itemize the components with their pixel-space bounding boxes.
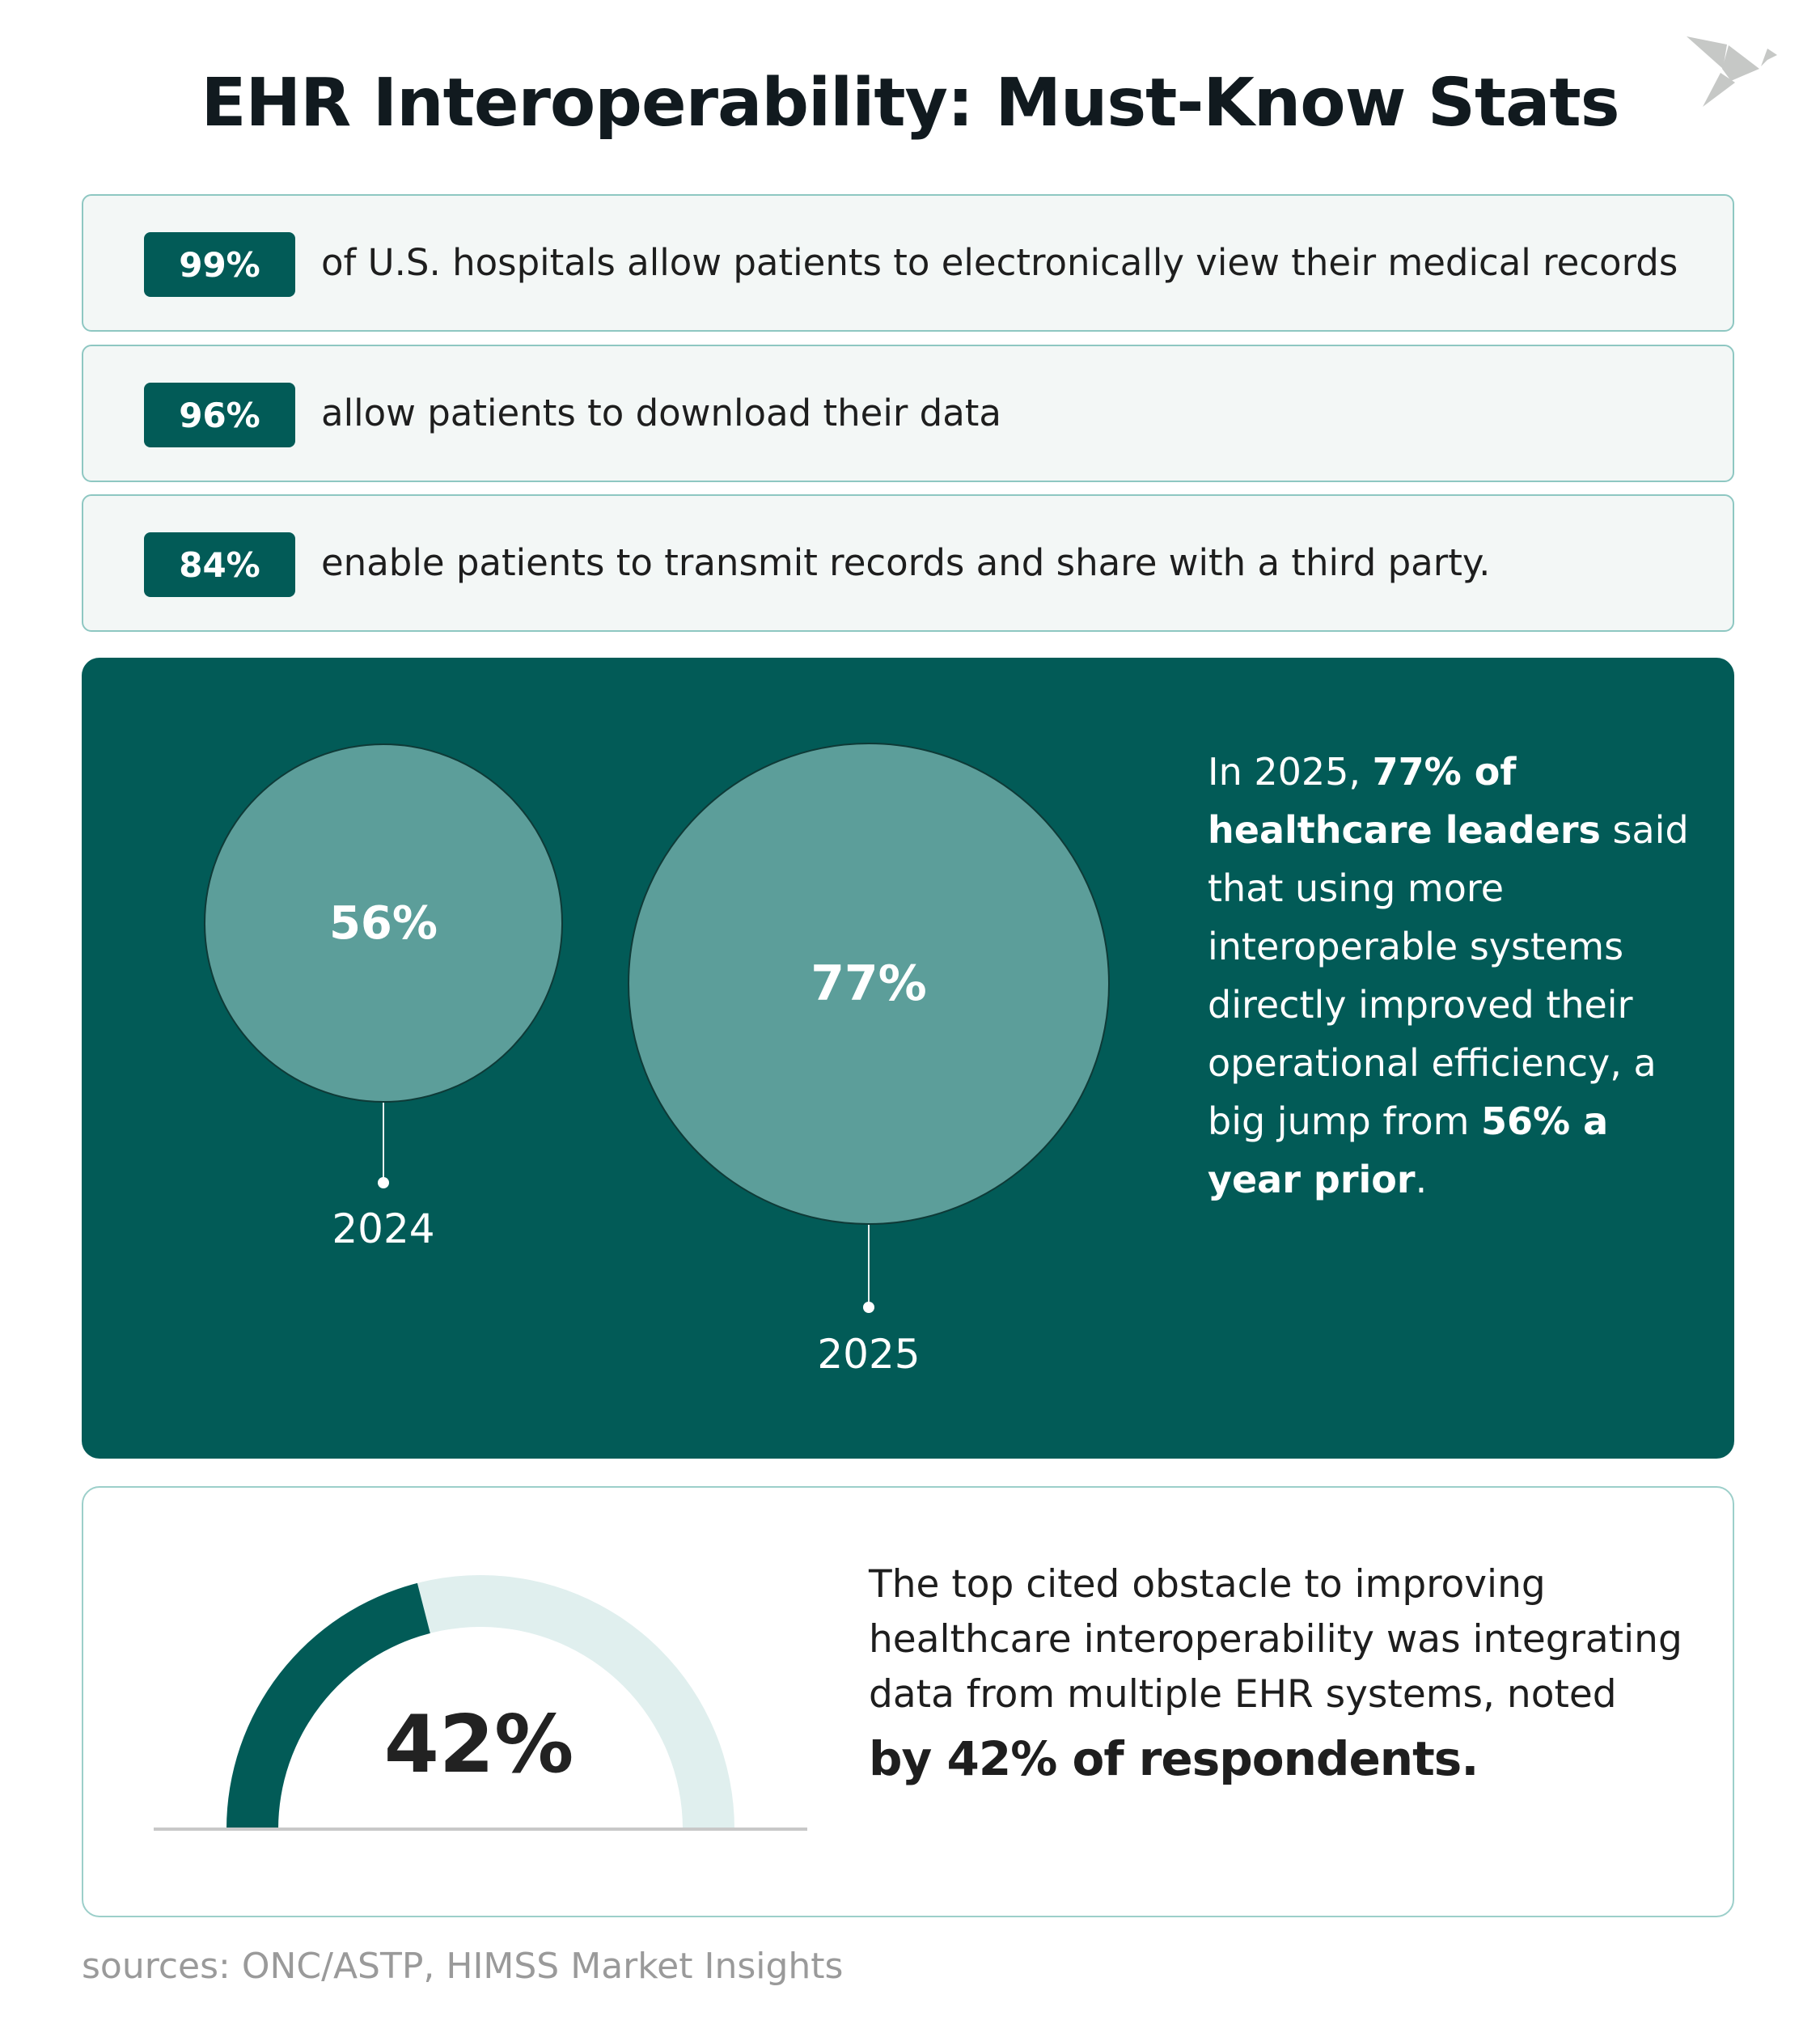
year-label-2025: 2025 [817,1331,921,1378]
text-highlight: 77% of healthcare leaders [1208,750,1601,852]
stat-text: allow patients to download their data [321,392,1002,434]
page-title: EHR Interoperability: Must-Know Stats [201,65,1619,142]
text-part: said that using more interoperable syste… [1208,808,1689,1143]
stat-row: 84% enable patients to transmit records … [82,494,1734,632]
bubble-2024: 56% [204,743,563,1103]
origami-bird-icon [1687,36,1777,107]
stat-row: 96% allow patients to download their dat… [82,345,1734,482]
obstacle-text: The top cited obstacle to improving heal… [869,1562,1682,1717]
stat-badge: 84% [144,532,295,597]
bubble-dot [863,1302,874,1313]
text-highlight: 56% a year prior [1208,1099,1609,1201]
bubble-2025: 77% [628,743,1110,1225]
bubble-dot [378,1177,389,1188]
comparison-text: In 2025, 77% of healthcare leaders said … [1208,743,1693,1209]
stat-row: 99% of U.S. hospitals allow patients to … [82,194,1734,332]
bubble-stem [868,1223,870,1307]
text-part: . [1415,1158,1428,1201]
obstacle-text-block: The top cited obstacle to improving heal… [869,1557,1714,1789]
stat-badge: 99% [144,232,295,297]
stat-text: of U.S. hospitals allow patients to elec… [321,241,1678,284]
gauge-value: 42% [383,1699,574,1791]
sources-footnote: sources: ONC/ASTP, HIMSS Market Insights [82,1946,844,1987]
obstacle-highlight: by 42% of respondents. [869,1731,1479,1786]
bubble-stem [383,1103,384,1180]
stat-badge: 96% [144,383,295,447]
text-part: In 2025, [1208,750,1373,794]
stat-text: enable patients to transmit records and … [321,541,1491,584]
year-label-2024: 2024 [332,1205,435,1252]
